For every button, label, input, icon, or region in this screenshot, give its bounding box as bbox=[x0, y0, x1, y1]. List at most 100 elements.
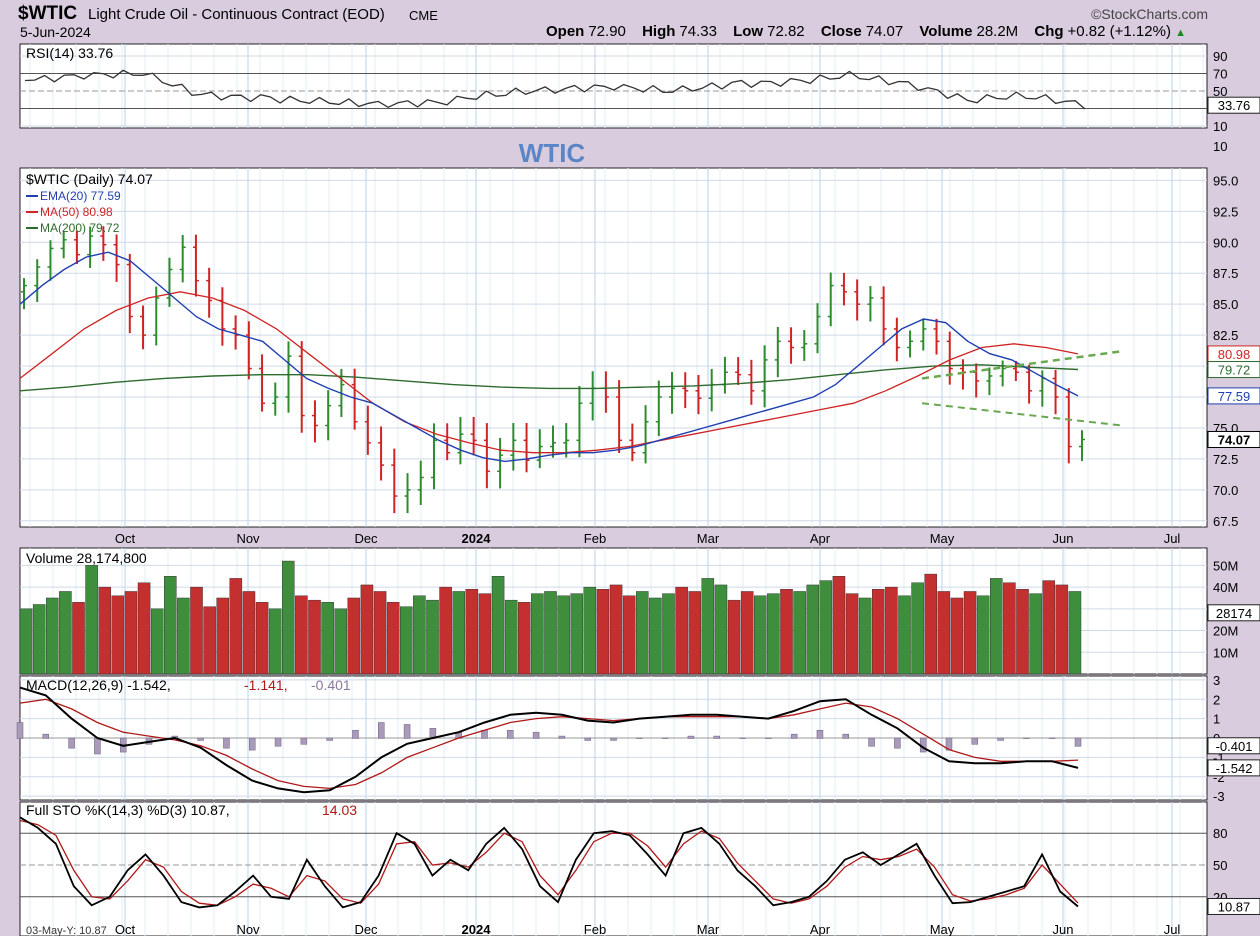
volume-bar bbox=[557, 595, 570, 675]
macd-histogram-bar bbox=[558, 735, 566, 739]
price-tick-label: 67.5 bbox=[1213, 514, 1238, 529]
legend-entry: MA(50) 80.98 bbox=[40, 205, 113, 219]
bottom-x-tick: Jul bbox=[1164, 922, 1181, 936]
macd-histogram-bar bbox=[636, 737, 643, 739]
volume-bar bbox=[229, 578, 243, 675]
chart-header: $WTIC Light Crude Oil - Continuous Contr… bbox=[0, 0, 1260, 44]
volume-bar bbox=[373, 591, 387, 675]
macd-signal-value: -1.141, bbox=[244, 677, 288, 693]
volume-bar bbox=[1029, 593, 1042, 675]
macd-histogram-bar bbox=[94, 737, 101, 755]
volume-bar bbox=[98, 586, 111, 675]
price-x-tick: Jun bbox=[1053, 531, 1074, 546]
rsi-value-tag bbox=[1207, 96, 1260, 114]
chg-up-icon: ▲ bbox=[1175, 27, 1186, 39]
volume-bar bbox=[386, 602, 400, 675]
price-value-tag-text: 80.98 bbox=[1218, 347, 1251, 362]
volume-bar bbox=[1055, 584, 1069, 675]
volume-bar bbox=[872, 589, 885, 675]
volume-bar bbox=[439, 586, 452, 675]
volume-bar bbox=[190, 586, 203, 675]
macd-histogram-bar bbox=[765, 737, 772, 739]
volume-bar bbox=[347, 597, 361, 675]
sto-tick-label: 80 bbox=[1213, 826, 1227, 841]
symbol-description: Light Crude Oil - Continuous Contract (E… bbox=[88, 6, 385, 23]
sto-k-line bbox=[19, 816, 1079, 909]
volume-bar bbox=[1068, 591, 1082, 675]
brand-label[interactable]: ©StockCharts.com bbox=[1091, 6, 1208, 22]
macd-histogram-bar bbox=[42, 733, 50, 739]
volume-bar bbox=[426, 599, 439, 675]
macd-value-tag bbox=[1207, 759, 1260, 777]
volume-bar bbox=[950, 597, 964, 675]
macd-histogram-bar bbox=[248, 737, 256, 751]
macd-histogram-bar bbox=[610, 737, 617, 741]
bottom-x-tick: Oct bbox=[115, 922, 136, 936]
volume-bar bbox=[714, 584, 728, 675]
macd-histogram-bar bbox=[816, 730, 824, 739]
ma200-line bbox=[19, 364, 1079, 392]
macd-histogram-bar bbox=[378, 722, 385, 739]
macd-histogram-bar bbox=[739, 737, 746, 739]
macd-histogram-bar bbox=[300, 737, 308, 745]
volume-bar bbox=[59, 591, 72, 675]
volume-bar bbox=[832, 576, 846, 675]
bottom-x-tick: Mar bbox=[697, 922, 720, 936]
rsi-label: RSI(14) 33.76 bbox=[26, 45, 113, 61]
macd-tick-label: 2 bbox=[1213, 692, 1220, 707]
volume-value-tag bbox=[1207, 604, 1260, 622]
macd-tick-label: -3 bbox=[1213, 789, 1225, 804]
price-value-tag-text: 74.07 bbox=[1218, 432, 1251, 447]
volume-bar bbox=[780, 589, 793, 675]
price-x-tick: Dec bbox=[354, 531, 378, 546]
volume-bar bbox=[911, 582, 924, 675]
macd-line bbox=[19, 686, 1079, 794]
volume-bar bbox=[636, 591, 649, 675]
rsi-tick-label: 90 bbox=[1213, 49, 1227, 64]
volume-bar bbox=[649, 597, 662, 675]
macd-histogram-bar bbox=[274, 737, 282, 747]
volume-bar bbox=[72, 602, 85, 675]
bottom-x-tick: 2024 bbox=[462, 922, 492, 936]
rsi-value-tag-text: 33.76 bbox=[1218, 98, 1251, 113]
price-x-tick: Nov bbox=[236, 531, 260, 546]
macd-tick-label: 1 bbox=[1213, 712, 1220, 727]
macd-histogram-bar bbox=[997, 737, 1004, 741]
volume-bar bbox=[754, 595, 767, 675]
volume-bar bbox=[583, 586, 597, 675]
macd-histogram-bar bbox=[713, 735, 720, 739]
bottom-x-tick: Dec bbox=[354, 922, 378, 936]
volume-bar bbox=[793, 591, 806, 675]
sto-value-tag-text: 10.87 bbox=[1218, 899, 1251, 914]
price-value-tag bbox=[1207, 361, 1260, 379]
volume-bar bbox=[216, 597, 229, 675]
price-value-tag bbox=[1207, 387, 1260, 405]
macd-value-tag-text: -0.401 bbox=[1216, 739, 1253, 754]
price-tick-label: 87.5 bbox=[1213, 266, 1238, 281]
macd-histogram-bar bbox=[842, 733, 850, 739]
macd-histogram-bar bbox=[507, 730, 514, 739]
volume-bar bbox=[885, 586, 898, 675]
volume-bar bbox=[19, 608, 33, 675]
volume-bar bbox=[85, 565, 98, 675]
low-value: 72.82 bbox=[767, 23, 805, 40]
macd-histogram-bar bbox=[1023, 737, 1030, 739]
volume-tick-label: 20M bbox=[1213, 624, 1238, 639]
bottom-x-tick: May bbox=[930, 922, 955, 936]
chart-date: 5-Jun-2024 bbox=[20, 24, 91, 40]
volume-bar bbox=[858, 597, 872, 675]
rsi-tick-label: 50 bbox=[1213, 84, 1227, 99]
bottom-x-tick: Apr bbox=[810, 922, 831, 936]
legend-entry: EMA(20) 77.59 bbox=[40, 189, 121, 203]
volume-bar bbox=[203, 606, 216, 675]
price-x-tick: Mar bbox=[697, 531, 720, 546]
volume-bar bbox=[177, 597, 190, 675]
sto-d-value: 14.03 bbox=[322, 802, 357, 818]
macd-histogram-bar bbox=[1074, 737, 1082, 747]
trendline-upper bbox=[921, 349, 1123, 380]
bottom-x-tick: Jun bbox=[1053, 922, 1074, 936]
volume-bar bbox=[150, 608, 164, 675]
volume-bar bbox=[727, 599, 741, 675]
volume-bar bbox=[242, 591, 256, 675]
